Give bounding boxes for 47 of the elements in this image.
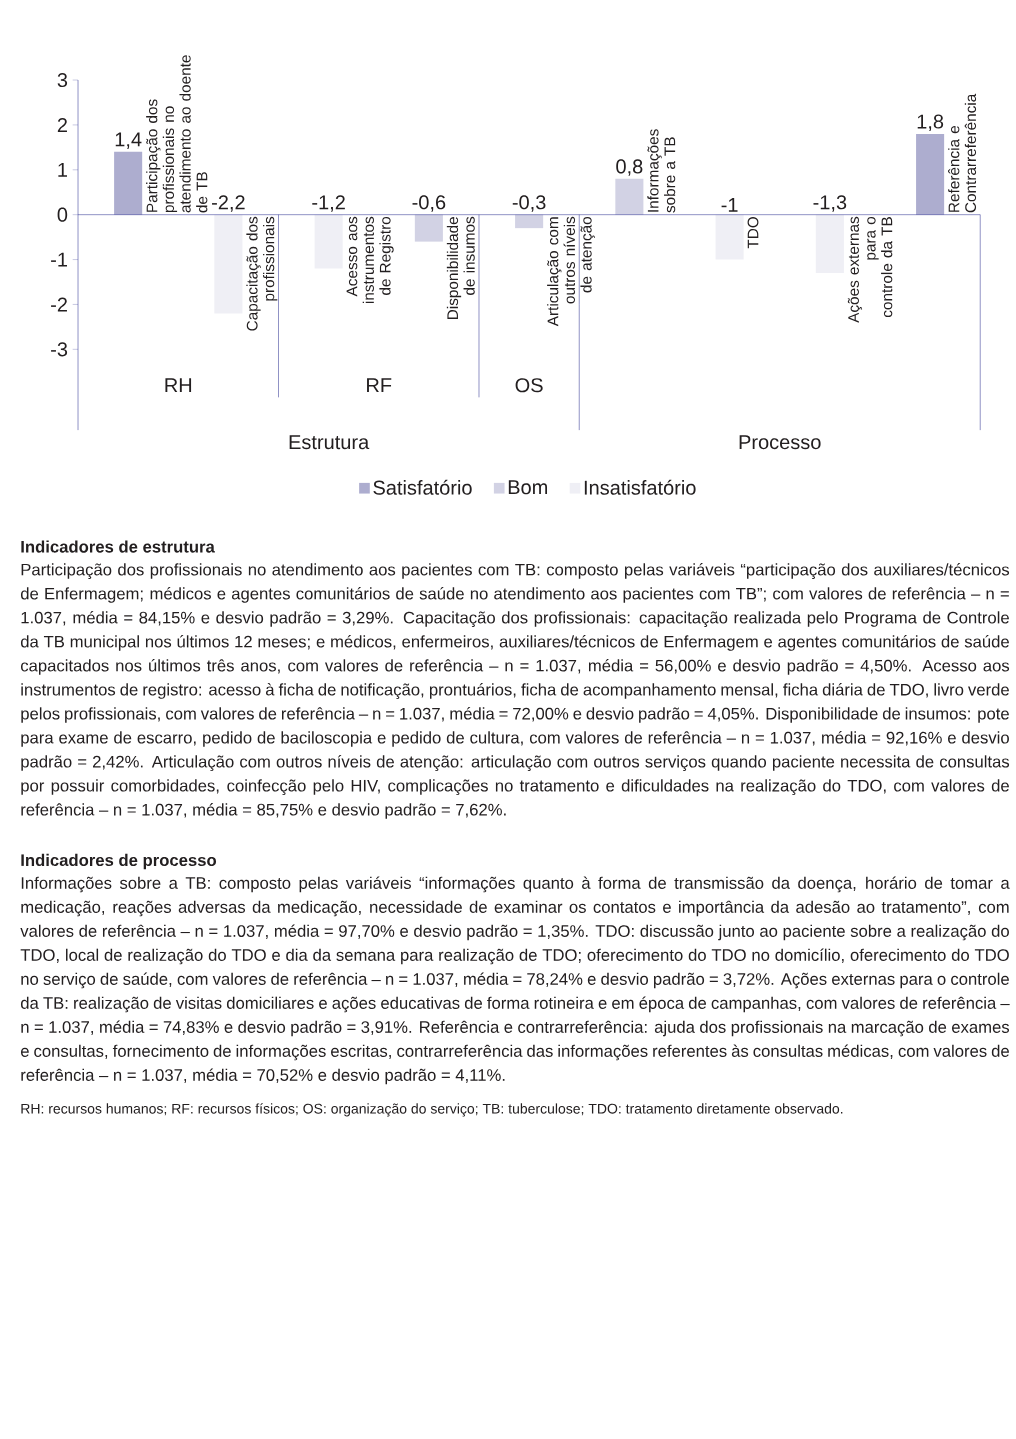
y-tick-label: 2 [57,117,67,132]
text: Indicadores de estrutura [21,540,215,553]
data-label: -0,6 [412,195,446,212]
data-label: -0,3 [512,195,546,212]
bar [114,151,143,215]
y-tick-label: 3 [57,72,67,88]
text: Participação dos profissionais no atendimento aos pacientes com TB: composto pelas variáveis “participação dos auxiliares/técnicos de Enfermagem; médicos e agentes comunitários de saúde no atendimento aos pacientes com TB”; com valores de referência – n = 1.037, média = 84,15% e desvio padrão = 3,29%. Capacitação dos profissionais: capacitação realizada pelo Programa de Controle da TB municipal nos últimos 12 meses; e médicos, enfermeiros, auxiliares/técnicos de Enfermagem e agentes comunitários de saúde capacitados nos últimos três anos, com valores de referência – n = 1.037, média = 56,00% e desvio padrão = 4,50%. Acesso aos instrumentos de registro: acesso à ficha de notificação, prontuários, ficha de acompanhamento mensal, ficha diária de TDO, livro verde pelos profissionais, com valores de referência – n = 1.037, média = 72,00% e desvio padrão = 4,05%. Disponibilidade de insumos: pote para exame de escarro, pedido de baciloscopia e pedido de cultura, com valores de referência – n = 1.037, média = 92,16% e desvio padrão = 2,42%. Articulação com outros níveis de atenção: articulação com outros serviços quando paciente necessita de consultas por possuir comorbidades, coinfecção pelo HIV, complicações no tratamento e dificuldades na realização do TDO, com valores de referência – n = 1.037, média = 85,75% e desvio padrão = 7,62%. [20,563,1009,819]
y-tick-label: 0 [57,207,68,222]
data-label: 1,4 [115,132,142,149]
data-label: -1,3 [813,195,847,212]
annotation: RH [165,378,191,393]
text: Estrutura [289,435,370,450]
y-tick-label: -2 [50,297,67,312]
bar [815,214,844,274]
x-tick-label: Acesso aos instrumentos de Registro [346,216,394,304]
y-tick-label: -1 [50,252,67,267]
bar [314,214,343,269]
bar [615,178,644,215]
text: Informações sobre a TB: composto pelas variáveis “informações quanto à forma de transmissão da doença, horário de tomar a medicação, reações adversas da medicação, necessidade de examinar os contatos e importância da adesão ao tratamento”, com valores de referência – n = 1.037, média = 97,70% e desvio padrão = 1,35%. TDO: discussão junto ao paciente sobre a realização do TDO, local de realização do TDO e dia da semana para realização de TDO; oferecimento do TDO no domicílio, oferecimento do TDO no serviço de saúde, com valores de referência – n = 1.037, média = 78,24% e desvio padrão = 3,72%. Ações externas para o controle da TB: realização de visitas domiciliares e ações educativas de forma rotineira e em época de campanhas, com valores de referência – n = 1.037, média = 74,83% e desvio padrão = 3,91%. Referência e contrarreferência: ajuda dos profissionais na marcação de exames e consultas, fornecimento de informações escritas, contrarreferência das informações referentes às consultas médicas, com valores de referência – n = 1.037, média = 70,52% e desvio padrão = 4,11%. [20,876,1010,1085]
x-tick-label: Informações sobre a TB [647,129,676,213]
x-tick-label: Articulação com outros níveis de atenção [546,216,595,327]
x-tick-label: Referência e Contrarreferência [947,93,976,213]
bar [514,214,544,229]
x-tick-label: TDO [747,217,759,249]
data-label: -1 [721,197,738,212]
bar [915,133,945,215]
y-tick-label: -3 [50,342,67,357]
legend-label: Satisfatório [373,479,472,495]
data-label: 1,8 [917,114,944,131]
x-tick-label: Disponibilidade de insumos [446,216,475,320]
text: Indicadores de processo [21,853,216,870]
x-tick-label: Ações externas para o controle da TB [847,216,893,323]
annotation: RF [366,378,392,393]
annotation: OS [515,378,543,393]
legend-label: Bom [508,480,547,495]
bar [715,214,744,260]
x-tick-label: Capacitação dos profissionais [246,216,278,331]
data-label: 0,8 [616,159,643,176]
data-label: -2,2 [211,195,245,212]
y-tick-label: 1 [58,162,67,177]
legend-label: Insatisfatório [584,479,696,495]
x-tick-label: Participação dos profissionais no atendimento ao doente de TB [146,55,208,213]
text: RH: recursos humanos; RF: recursos físicos; OS: organização do serviço; TB: tuberculose; TDO: tratamento diretamente observado. [21,1103,843,1117]
text: Processo [739,435,821,450]
data-label: -1,2 [312,195,345,212]
bar [214,214,243,314]
bar [414,214,443,242]
